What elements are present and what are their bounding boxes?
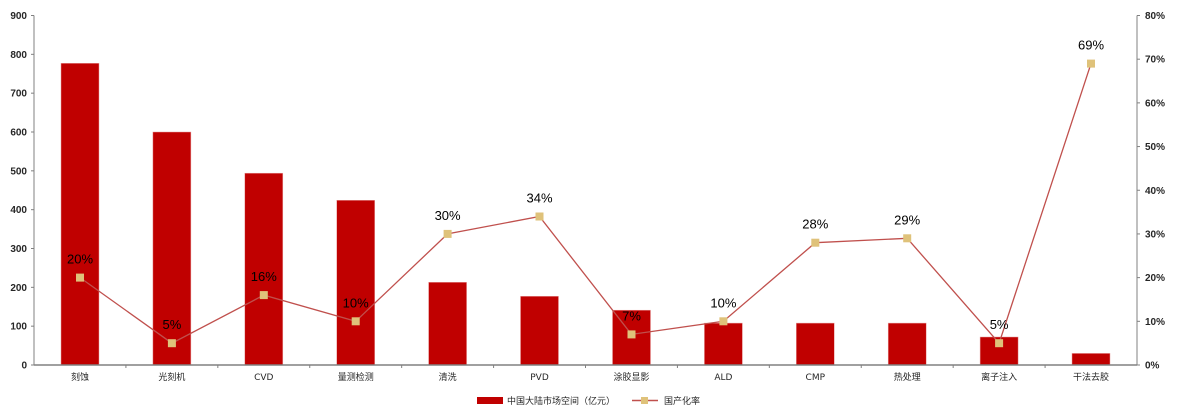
category-label: CMP bbox=[806, 373, 826, 383]
data-label: 34% bbox=[526, 191, 552, 206]
left-tick-label: 400 bbox=[10, 205, 27, 216]
left-tick-label: 100 bbox=[10, 322, 27, 333]
right-tick-label: 30% bbox=[1145, 229, 1165, 240]
legend-bar-label: 中国大陆市场空间（亿元） bbox=[507, 395, 615, 407]
bar bbox=[520, 296, 559, 366]
bar bbox=[887, 322, 927, 366]
right-tick-label: 40% bbox=[1145, 186, 1165, 197]
data-label: 5% bbox=[163, 317, 182, 332]
data-label: 69% bbox=[1078, 38, 1104, 53]
bar bbox=[60, 63, 100, 366]
line-marker bbox=[719, 317, 728, 326]
line-marker bbox=[259, 291, 268, 300]
data-labels: 20% 5% 16% 10% 30% 34% 7% 10% 28% 29% 5% 69% bbox=[67, 38, 1104, 333]
line-marker bbox=[76, 273, 84, 282]
right-axis-ticks: 0% 10% 20% 30% 40% 50% 60% 70% 80% bbox=[1137, 11, 1165, 372]
category-label: 热处理 bbox=[894, 371, 921, 383]
legend-marker-icon bbox=[641, 397, 648, 404]
line-marker bbox=[903, 234, 912, 243]
bar bbox=[796, 322, 835, 366]
left-tick-label: 0 bbox=[21, 361, 27, 372]
line-marker bbox=[995, 339, 1004, 348]
data-label: 29% bbox=[894, 212, 920, 227]
data-label: 16% bbox=[251, 269, 277, 284]
right-tick-label: 70% bbox=[1145, 55, 1165, 66]
bar bbox=[428, 282, 467, 366]
right-tick-label: 80% bbox=[1145, 11, 1165, 22]
left-tick-label: 900 bbox=[10, 11, 27, 22]
right-tick-label: 60% bbox=[1145, 98, 1165, 109]
data-label: 10% bbox=[343, 295, 369, 310]
left-tick-label: 600 bbox=[10, 128, 27, 139]
category-label: 刻蚀 bbox=[71, 371, 89, 383]
bar bbox=[1071, 353, 1111, 366]
line-marker bbox=[535, 212, 544, 221]
data-label: 20% bbox=[67, 252, 93, 267]
category-label: ALD bbox=[714, 373, 732, 383]
bar bbox=[704, 322, 743, 366]
category-labels: 刻蚀 光刻机 CVD 量测检测 清洗 PVD 涂胶显影 ALD CMP 热处理 离子注入 干法去胶 bbox=[71, 371, 1109, 383]
category-label: CVD bbox=[254, 373, 273, 383]
right-tick-label: 50% bbox=[1145, 142, 1165, 153]
category-label: 光刻机 bbox=[158, 371, 185, 383]
axes bbox=[33, 15, 1138, 368]
category-label: PVD bbox=[530, 373, 549, 383]
line-marker bbox=[351, 317, 360, 326]
legend-line-label: 国产化率 bbox=[664, 395, 700, 407]
category-label: 离子注入 bbox=[981, 371, 1017, 383]
data-label: 28% bbox=[802, 217, 828, 232]
line-series bbox=[76, 59, 1095, 348]
left-tick-label: 500 bbox=[10, 166, 27, 177]
line-marker bbox=[811, 238, 820, 247]
category-label: 清洗 bbox=[439, 371, 457, 383]
right-tick-label: 10% bbox=[1145, 317, 1165, 328]
data-label: 10% bbox=[710, 295, 736, 310]
bar bbox=[244, 172, 284, 366]
left-tick-label: 300 bbox=[10, 244, 27, 255]
right-tick-label: 0% bbox=[1145, 361, 1160, 372]
legend: 中国大陆市场空间（亿元） 国产化率 bbox=[477, 395, 700, 407]
right-tick-label: 20% bbox=[1145, 273, 1165, 284]
legend-bar-swatch bbox=[477, 397, 503, 404]
left-tick-label: 800 bbox=[10, 50, 27, 61]
left-tick-label: 700 bbox=[10, 89, 27, 100]
bar-series bbox=[60, 63, 1111, 366]
line-marker bbox=[627, 330, 636, 339]
data-label: 7% bbox=[622, 308, 641, 323]
category-label: 量测检测 bbox=[338, 371, 374, 383]
bar bbox=[336, 200, 375, 366]
left-axis-ticks: 0 100 200 300 400 500 600 700 800 900 bbox=[10, 11, 34, 372]
line-marker bbox=[443, 229, 452, 238]
line-marker bbox=[1087, 59, 1095, 68]
data-label: 5% bbox=[990, 317, 1009, 332]
bar bbox=[152, 131, 192, 366]
left-tick-label: 200 bbox=[10, 283, 27, 294]
data-label: 30% bbox=[435, 208, 461, 223]
category-label: 干法去胶 bbox=[1073, 371, 1109, 383]
line-marker bbox=[167, 339, 176, 348]
category-label: 涂胶显影 bbox=[613, 371, 649, 383]
line-path bbox=[79, 63, 1092, 345]
